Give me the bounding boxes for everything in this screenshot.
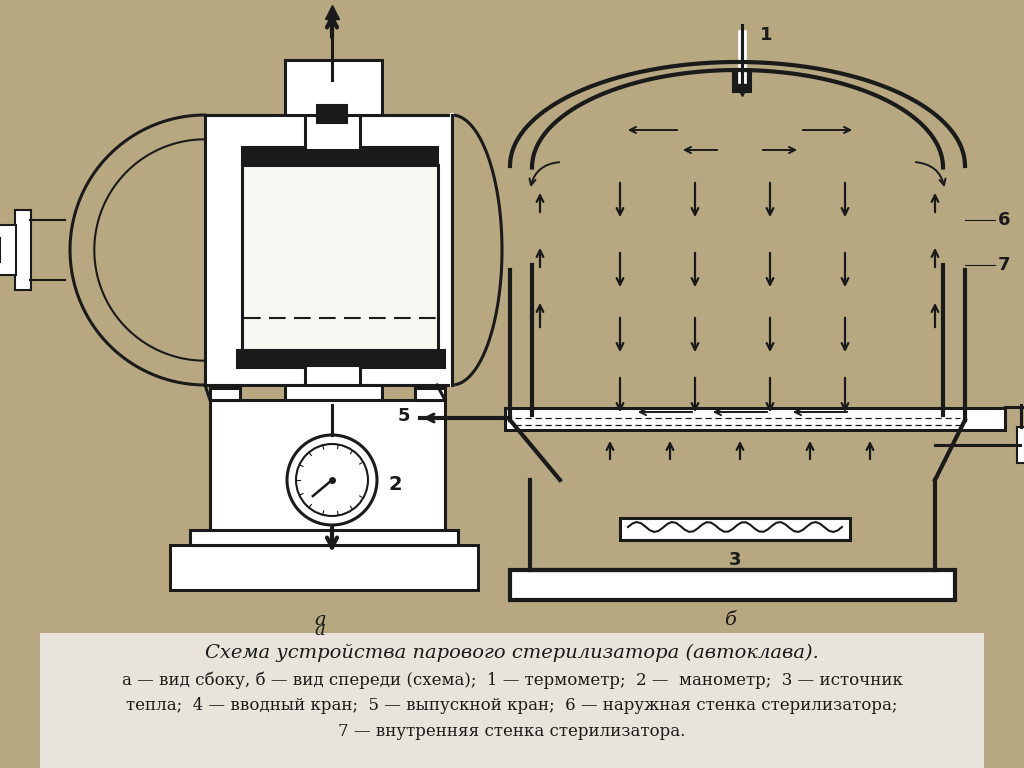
Bar [305,115,360,150]
Bar [190,530,458,545]
Text: 1: 1 [760,26,772,44]
Text: б: б [724,611,736,629]
Bar [285,385,382,400]
Bar [15,210,31,290]
Text: 6: 6 [998,211,1011,229]
Bar [510,570,955,600]
Bar [170,545,478,590]
Text: тепла;  4 — вводный кран;  5 — выпускной кран;  6 — наружная стенка стерилизатор: тепла; 4 — вводный кран; 5 — выпускной к… [126,697,898,714]
Bar [733,70,751,92]
Bar [505,408,1005,430]
Text: а — вид сбоку, б — вид спереди (схема);  1 — термометр;  2 —  манометр;  3 — ист: а — вид сбоку, б — вид спереди (схема); … [122,671,902,689]
Bar [205,115,452,385]
Bar [415,388,445,400]
Circle shape [287,435,377,525]
Bar [242,147,438,165]
Bar [738,30,746,88]
Circle shape [296,444,368,516]
Text: 2: 2 [389,475,402,495]
Bar [620,518,850,540]
Bar [317,105,347,123]
Text: 5: 5 [397,407,410,425]
Bar [1017,427,1024,463]
Text: Схема устройства парового стерилизатора (автоклава).: Схема устройства парового стерилизатора … [205,644,819,662]
Bar [285,60,382,115]
Text: 7 — внутренняя стенка стерилизатора.: 7 — внутренняя стенка стерилизатора. [338,723,686,740]
Text: 7: 7 [998,256,1011,274]
Bar [210,400,445,545]
Bar [40,633,984,768]
Bar [242,165,438,350]
Text: а: а [314,621,326,639]
Bar [0,225,16,275]
Bar [237,350,445,368]
Bar [305,365,360,400]
Text: 3: 3 [729,551,741,569]
Bar [210,388,240,400]
Text: а: а [314,611,326,629]
